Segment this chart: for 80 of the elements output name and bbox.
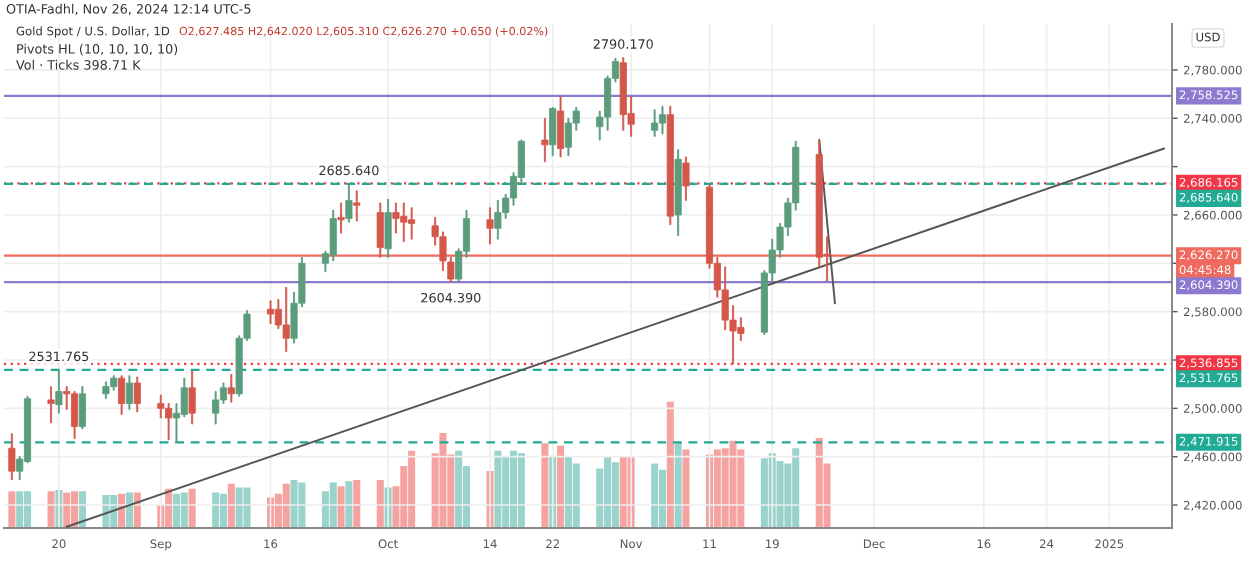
bar	[188, 488, 196, 528]
bar	[227, 483, 235, 528]
bar	[564, 457, 572, 528]
bar	[8, 491, 16, 528]
candlestick	[494, 200, 502, 240]
candlestick	[400, 202, 408, 242]
bar	[455, 450, 463, 528]
bar	[510, 450, 518, 528]
bar	[604, 457, 612, 528]
bar	[408, 450, 416, 528]
candlestick	[651, 109, 659, 137]
candlestick	[345, 183, 353, 223]
bar	[658, 469, 666, 528]
bar	[737, 449, 745, 528]
candlestick	[666, 105, 674, 226]
bar	[353, 479, 361, 528]
candlestick	[282, 287, 290, 352]
bar	[47, 491, 55, 528]
bar	[494, 450, 502, 528]
bar	[329, 482, 337, 528]
candlestick	[133, 376, 141, 413]
bar	[713, 449, 721, 528]
bar	[760, 458, 768, 528]
bar	[651, 463, 659, 528]
candlestick	[188, 370, 196, 425]
bar	[619, 457, 627, 528]
candlestick	[658, 105, 667, 135]
bar	[815, 438, 823, 528]
candlestick	[557, 95, 565, 158]
candlestick	[102, 381, 110, 400]
bar	[235, 487, 243, 528]
bar	[572, 463, 580, 528]
candlestick	[376, 202, 384, 258]
bar	[502, 457, 510, 528]
candlestick	[125, 375, 133, 410]
bar	[243, 487, 251, 528]
candlestick	[682, 156, 690, 201]
bar	[212, 492, 220, 528]
bar	[337, 486, 345, 528]
candlestick	[118, 375, 126, 415]
bar	[776, 460, 784, 528]
bar	[729, 440, 737, 528]
candlestick	[392, 202, 400, 234]
candlestick	[408, 207, 416, 240]
bar	[721, 448, 729, 528]
candlestick	[541, 117, 549, 163]
candlestick	[110, 375, 118, 391]
bar	[282, 483, 290, 528]
bar	[23, 491, 32, 528]
candlestick	[337, 202, 345, 234]
candlestick	[549, 106, 557, 157]
bar	[180, 492, 188, 528]
bar	[557, 445, 565, 528]
candlestick	[674, 149, 682, 236]
bar	[219, 493, 228, 528]
bar	[541, 443, 549, 528]
bar	[439, 433, 447, 528]
candlestick	[619, 57, 627, 131]
bar	[682, 449, 690, 528]
candlestick	[8, 433, 16, 481]
candlestick	[384, 198, 392, 258]
candlestick	[70, 391, 79, 439]
candlestick	[266, 300, 275, 325]
bar	[666, 401, 674, 528]
bar	[517, 453, 525, 528]
bar	[345, 481, 353, 528]
bar	[16, 491, 24, 528]
candlestick	[55, 369, 63, 414]
bar	[674, 441, 682, 528]
candlestick	[47, 386, 55, 424]
candlestick	[78, 386, 86, 430]
bar	[172, 493, 180, 528]
candlestick	[353, 190, 361, 222]
bar	[792, 448, 800, 528]
candlestick	[486, 207, 494, 245]
bar	[290, 479, 298, 528]
candlestick	[227, 374, 235, 403]
bar	[611, 462, 619, 528]
bar	[298, 482, 306, 528]
bar	[376, 479, 384, 528]
